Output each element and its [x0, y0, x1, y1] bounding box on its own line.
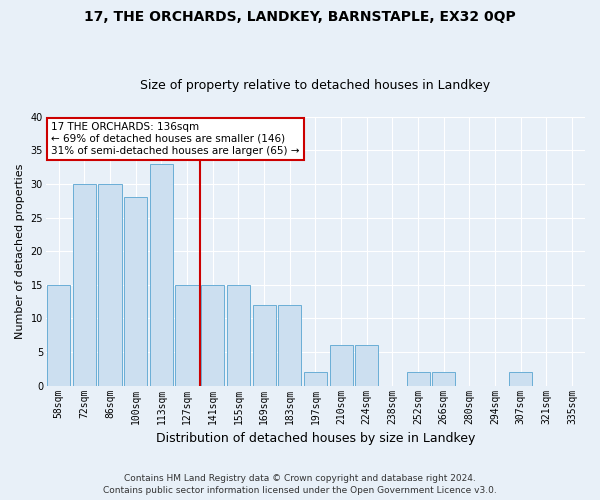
Y-axis label: Number of detached properties: Number of detached properties — [15, 164, 25, 339]
Bar — [227, 285, 250, 386]
Bar — [47, 285, 70, 386]
Bar — [329, 346, 353, 386]
Bar — [150, 164, 173, 386]
Title: Size of property relative to detached houses in Landkey: Size of property relative to detached ho… — [140, 79, 490, 92]
Bar — [124, 198, 147, 386]
Bar — [355, 346, 379, 386]
Text: Contains HM Land Registry data © Crown copyright and database right 2024.
Contai: Contains HM Land Registry data © Crown c… — [103, 474, 497, 495]
Bar — [201, 285, 224, 386]
Bar — [407, 372, 430, 386]
Bar — [175, 285, 199, 386]
Bar — [278, 305, 301, 386]
Text: 17 THE ORCHARDS: 136sqm
← 69% of detached houses are smaller (146)
31% of semi-d: 17 THE ORCHARDS: 136sqm ← 69% of detache… — [52, 122, 300, 156]
Bar — [98, 184, 122, 386]
Bar — [432, 372, 455, 386]
Bar — [304, 372, 327, 386]
Bar — [253, 305, 275, 386]
Bar — [509, 372, 532, 386]
Text: 17, THE ORCHARDS, LANDKEY, BARNSTAPLE, EX32 0QP: 17, THE ORCHARDS, LANDKEY, BARNSTAPLE, E… — [84, 10, 516, 24]
X-axis label: Distribution of detached houses by size in Landkey: Distribution of detached houses by size … — [156, 432, 475, 445]
Bar — [73, 184, 96, 386]
